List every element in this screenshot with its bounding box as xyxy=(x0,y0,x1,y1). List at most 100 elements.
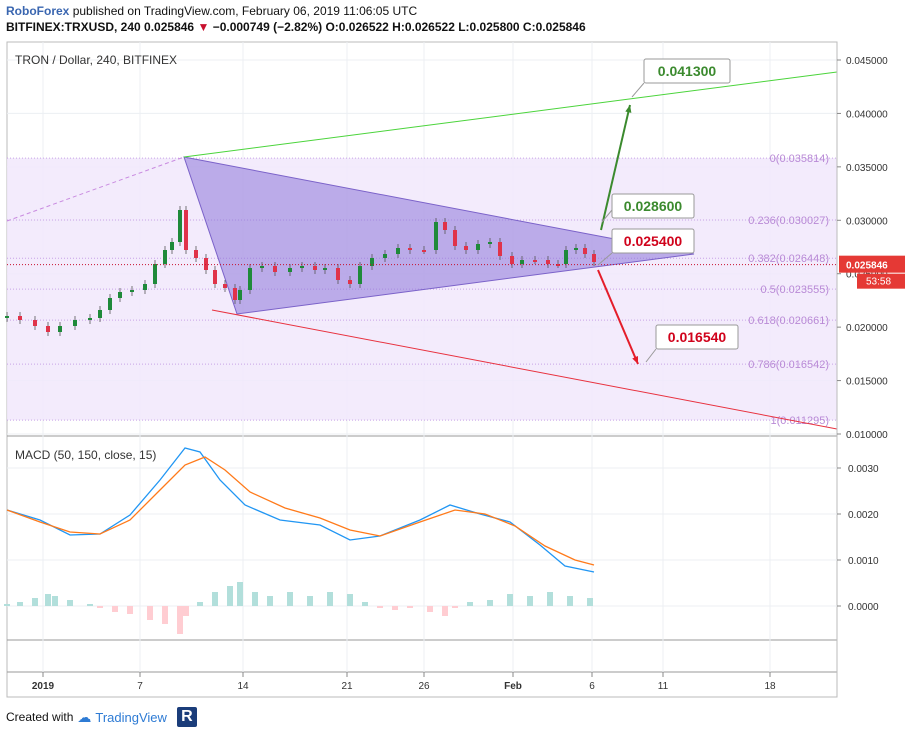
candle xyxy=(574,248,578,250)
time-tick-label: 18 xyxy=(764,681,776,692)
candle xyxy=(178,210,182,242)
candle xyxy=(443,222,447,230)
footer: Created with ☁ TradingView R xyxy=(6,707,197,727)
price-tick-label: 0.020000 xyxy=(846,323,888,334)
callout-pointer xyxy=(601,209,613,223)
macd-histogram-bar xyxy=(567,596,573,606)
candle xyxy=(396,248,400,254)
down-arrow-icon: ▼ xyxy=(197,20,210,34)
macd-histogram-bar xyxy=(197,602,203,606)
candle xyxy=(422,250,426,252)
macd-histogram-bar xyxy=(407,606,413,608)
macd-histogram-bar xyxy=(162,606,168,624)
macd-histogram-bar xyxy=(252,592,258,606)
time-tick-label: 14 xyxy=(237,681,249,692)
macd-histogram-bar xyxy=(327,592,333,606)
roboforex-logo-icon: R xyxy=(176,707,197,727)
candle xyxy=(434,222,438,250)
candle xyxy=(194,250,198,258)
last-price-badge-label: 0.025846 xyxy=(846,261,888,272)
time-tick-label: 26 xyxy=(418,681,430,692)
macd-histogram-bar xyxy=(527,596,533,606)
candle xyxy=(118,292,122,298)
change-label: −0.000749 (−2.82%) xyxy=(212,20,323,34)
candle xyxy=(273,266,277,272)
target-label-0413-box xyxy=(643,58,731,84)
candle xyxy=(583,248,587,254)
candle xyxy=(223,284,227,288)
macd-histogram-bar xyxy=(442,606,448,616)
signal-line xyxy=(6,456,595,566)
candle xyxy=(464,246,468,250)
candle xyxy=(88,318,92,320)
macd-histogram-bar xyxy=(127,606,133,614)
bear-arrow-head xyxy=(632,356,638,364)
macd-histogram-bar xyxy=(183,606,189,616)
target-label-0286: 0.028600 xyxy=(624,198,683,214)
candle xyxy=(546,260,550,264)
tradingview-cloud-icon: ☁ xyxy=(77,708,92,725)
candle xyxy=(153,264,157,284)
countdown-badge xyxy=(857,273,905,289)
candle xyxy=(130,290,134,292)
macd-histogram-bar xyxy=(17,602,23,606)
main-pane-title: TRON / Dollar, 240, BITFINEX xyxy=(15,53,177,67)
macd-histogram-bar xyxy=(347,594,353,606)
tradingview-brand[interactable]: TradingView xyxy=(95,709,167,725)
macd-histogram-bar xyxy=(147,606,153,620)
macd-histogram-bar xyxy=(452,606,458,608)
bull-arrow-head xyxy=(625,105,632,113)
last-price-label: 0.025846 xyxy=(144,20,195,34)
time-tick-label: 2019 xyxy=(32,681,55,692)
candle xyxy=(73,320,77,326)
candle xyxy=(533,260,537,262)
macd-histogram-bar xyxy=(45,594,51,606)
candle xyxy=(248,268,252,290)
target-label-0413: 0.041300 xyxy=(658,63,717,79)
chart-canvas[interactable]: 0(0.035814) 0.236(0.030027) 0.382(0.026448… xyxy=(0,0,908,700)
dashed-trendline xyxy=(6,156,185,222)
candle xyxy=(348,280,352,284)
macd-histogram-bar xyxy=(67,600,73,606)
fib-level-label: 0.786(0.016542) xyxy=(748,359,829,371)
macd-histogram-bar xyxy=(427,606,433,612)
created-with-label: Created with xyxy=(6,710,74,724)
callout-pointer xyxy=(645,348,657,363)
candle xyxy=(184,210,188,250)
target-label-0286-box xyxy=(611,193,695,219)
candle xyxy=(488,242,492,244)
macd-histogram-bar xyxy=(547,592,553,606)
publisher-name[interactable]: RoboForex xyxy=(6,4,70,18)
macd-tick-label: 0.0020 xyxy=(848,510,879,521)
candle xyxy=(204,258,208,270)
ohlc-label: O:0.026522 H:0.026522 L:0.025800 C:0.025… xyxy=(325,20,586,34)
candle xyxy=(564,250,568,264)
macd-histogram-bar xyxy=(587,598,593,606)
symbol-label: BITFINEX:TRXUSD, 240 xyxy=(6,20,141,34)
last-price-badge xyxy=(839,255,905,273)
macd-histogram-bar xyxy=(507,594,513,606)
callout-pointer xyxy=(631,82,645,98)
candle xyxy=(408,248,412,250)
macd-histogram-bar xyxy=(307,596,313,606)
candle xyxy=(520,260,524,264)
fib-level-label: 0.618(0.020661) xyxy=(748,315,829,327)
macd-histogram-bar xyxy=(32,598,38,606)
macd-histogram-bar xyxy=(212,592,218,606)
candle xyxy=(233,288,237,300)
candle xyxy=(18,316,22,320)
fib-level-label: 0.236(0.030027) xyxy=(748,215,829,227)
candle xyxy=(313,266,317,270)
callout-pointer xyxy=(597,252,613,266)
candle xyxy=(238,290,242,300)
candle xyxy=(58,326,62,332)
target-label-0254: 0.025400 xyxy=(624,233,683,249)
fib-level-label: 0.5(0.023555) xyxy=(761,284,830,296)
macd-tick-label: 0.0010 xyxy=(848,556,879,567)
candle xyxy=(213,270,217,284)
price-tick-label: 0.040000 xyxy=(846,109,888,120)
candle xyxy=(98,310,102,318)
candle xyxy=(383,254,387,258)
macd-histogram-bar xyxy=(467,602,473,606)
macd-histogram-bar xyxy=(392,606,398,610)
